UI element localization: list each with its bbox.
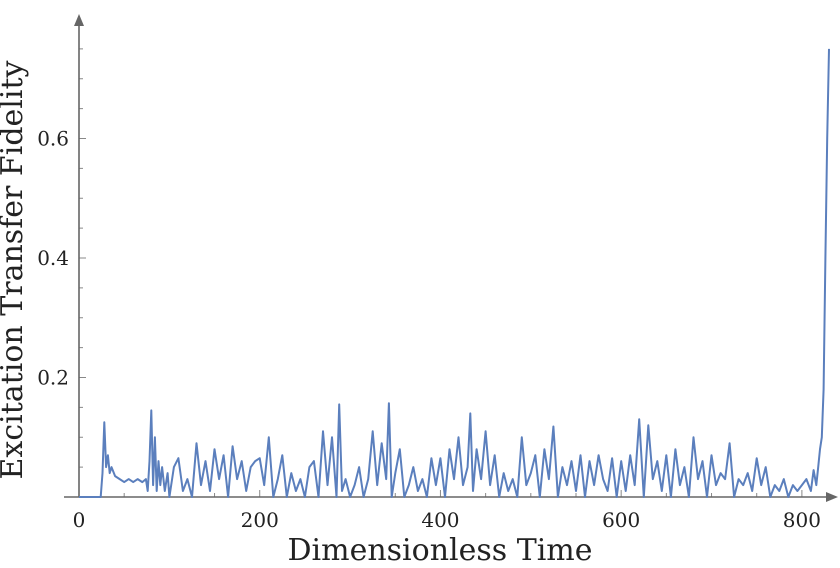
x-tick-label: 400 <box>421 508 459 532</box>
y-axis-ticks <box>79 48 86 468</box>
y-tick-label: 0.4 <box>37 246 69 270</box>
x-tick-label: 600 <box>602 508 640 532</box>
y-axis-arrow <box>74 14 84 26</box>
y-axis-title: Excitation Transfer Fidelity <box>0 60 30 479</box>
x-tick-label: 0 <box>73 508 86 532</box>
x-tick-label: 800 <box>783 508 821 532</box>
y-tick-label: 0.2 <box>37 366 69 390</box>
x-tick-label: 200 <box>241 508 279 532</box>
y-tick-label: 0.6 <box>37 127 69 151</box>
tick-labels: 0.2 0.4 0.6 0 200 400 600 800 <box>37 127 821 533</box>
series-line <box>79 48 830 498</box>
x-axis-ticks <box>123 490 803 497</box>
x-axis-title: Dimensionless Time <box>287 533 592 563</box>
x-axis-arrow <box>826 492 838 502</box>
